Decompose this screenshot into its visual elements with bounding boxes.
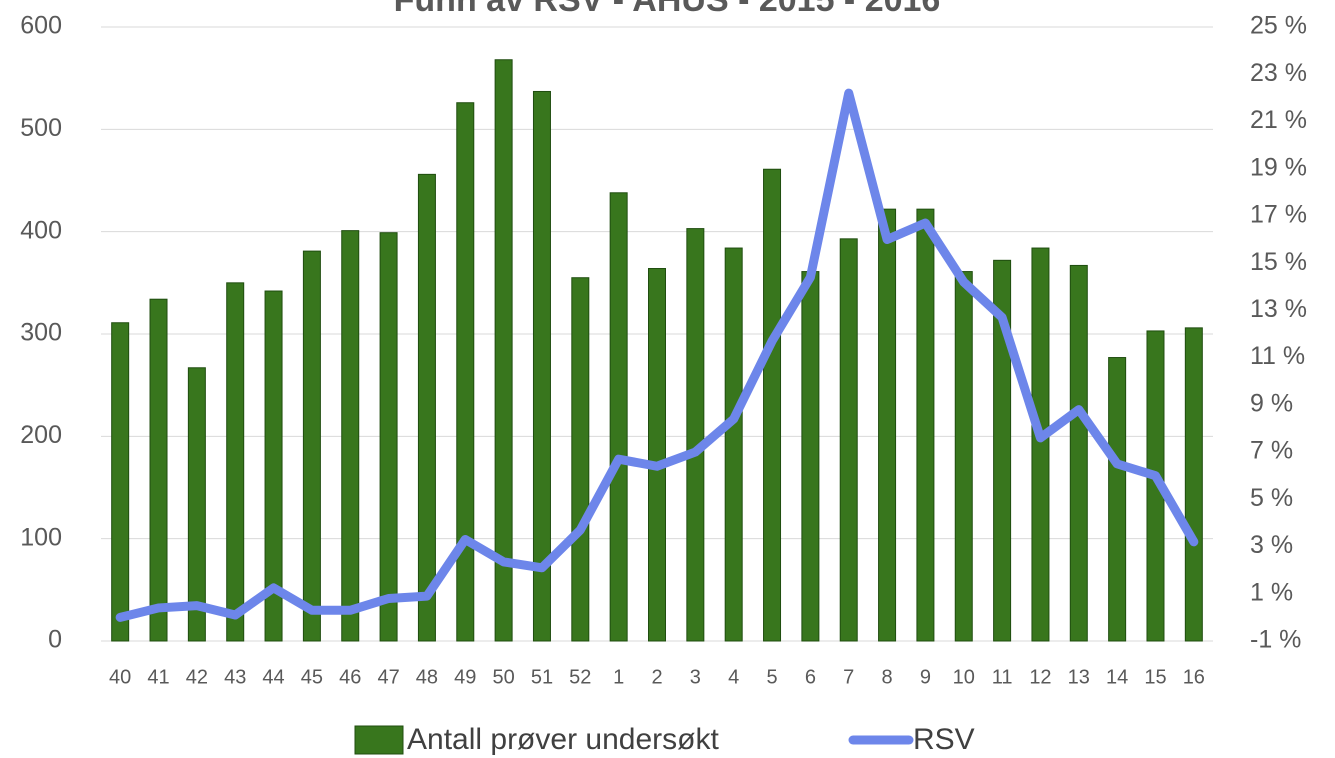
x-tick-label: 15: [1144, 666, 1166, 688]
x-tick-label: 13: [1068, 666, 1090, 688]
x-tick-label: 47: [377, 666, 399, 688]
x-tick-label: 40: [109, 666, 131, 688]
x-tick-label: 43: [224, 666, 246, 688]
x-tick-label: 49: [454, 666, 476, 688]
bar: [417, 173, 436, 642]
bar: [341, 230, 360, 642]
y2-tick-label: 15 %: [1250, 248, 1307, 276]
x-tick-label: 10: [953, 666, 975, 688]
y2-tick-label: 9 %: [1250, 389, 1293, 417]
bar: [763, 168, 782, 642]
x-tick-label: 9: [920, 666, 931, 688]
y2-tick-label: 25 %: [1250, 12, 1307, 40]
bar: [1108, 357, 1127, 642]
bar: [264, 290, 283, 642]
x-tick-label: 14: [1106, 666, 1128, 688]
y-tick-label: 100: [20, 523, 62, 551]
x-tick-label: 11: [992, 666, 1013, 688]
bar: [1069, 264, 1088, 642]
x-tick-label: 2: [651, 666, 662, 688]
y2-tick-label: 7 %: [1250, 437, 1293, 465]
bar: [226, 282, 245, 642]
bar: [954, 271, 973, 642]
y-tick-label: 200: [20, 421, 62, 449]
x-tick-label: 42: [186, 666, 208, 688]
y-tick-label: 0: [48, 626, 62, 654]
bar: [724, 247, 743, 642]
x-tick-label: 12: [1029, 666, 1051, 688]
y2-tick-label: 11 %: [1250, 342, 1305, 370]
bar: [379, 232, 398, 642]
bar: [916, 208, 935, 642]
y2-tick-label: 21 %: [1250, 106, 1307, 134]
x-tick-label: 48: [416, 666, 438, 688]
x-tick-label: 44: [262, 666, 284, 688]
y2-tick-label: 1 %: [1250, 578, 1293, 606]
bar: [532, 90, 551, 642]
chart-title: Funn av RSV - AHUS - 2015 - 2016: [394, 0, 941, 19]
bar: [1031, 247, 1050, 642]
x-tick-label: 8: [882, 666, 893, 688]
y2-tick-label: 3 %: [1250, 531, 1293, 559]
line: [115, 88, 1199, 622]
y2-tick-label: -1 %: [1250, 626, 1301, 654]
y2-tick-label: 17 %: [1250, 201, 1307, 229]
bar: [149, 298, 168, 642]
y2-tick-label: 13 %: [1250, 295, 1307, 323]
x-tick-label: 4: [728, 666, 739, 688]
x-tick-label: 41: [147, 666, 169, 688]
bar: [609, 192, 628, 642]
bar: [571, 277, 590, 642]
x-tick-label: 5: [766, 666, 777, 688]
bar: [801, 271, 820, 642]
legend-swatch: [354, 725, 404, 755]
bar: [111, 322, 130, 642]
y-tick-label: 400: [20, 216, 62, 244]
y2-tick-label: 23 %: [1250, 59, 1307, 87]
x-tick-label: 1: [613, 666, 624, 688]
bar: [993, 259, 1012, 642]
x-tick-label: 50: [492, 666, 514, 688]
bar: [878, 208, 897, 642]
x-tick-label: 51: [531, 666, 553, 688]
bar: [839, 238, 858, 642]
legend-label: RSV: [913, 723, 975, 756]
bar: [686, 228, 705, 642]
bar: [494, 59, 513, 642]
y-tick-label: 300: [20, 319, 62, 347]
bar: [187, 367, 206, 642]
bar: [648, 268, 666, 642]
legend-label: Antall prøver undersøkt: [407, 723, 719, 756]
x-tick-label: 16: [1183, 666, 1205, 688]
y2-tick-label: 19 %: [1250, 153, 1307, 181]
x-tick-label: 6: [805, 666, 816, 688]
bar: [302, 250, 321, 642]
y-tick-label: 600: [20, 12, 62, 40]
y2-tick-label: 5 %: [1250, 484, 1293, 512]
bar: [1184, 327, 1203, 642]
x-tick-label: 3: [690, 666, 701, 688]
x-tick-label: 7: [843, 666, 854, 688]
x-tick-label: 46: [339, 666, 361, 688]
x-tick-label: 45: [301, 666, 323, 688]
x-tick-label: 52: [569, 666, 591, 688]
bar: [456, 102, 475, 642]
y-tick-label: 500: [20, 114, 62, 142]
